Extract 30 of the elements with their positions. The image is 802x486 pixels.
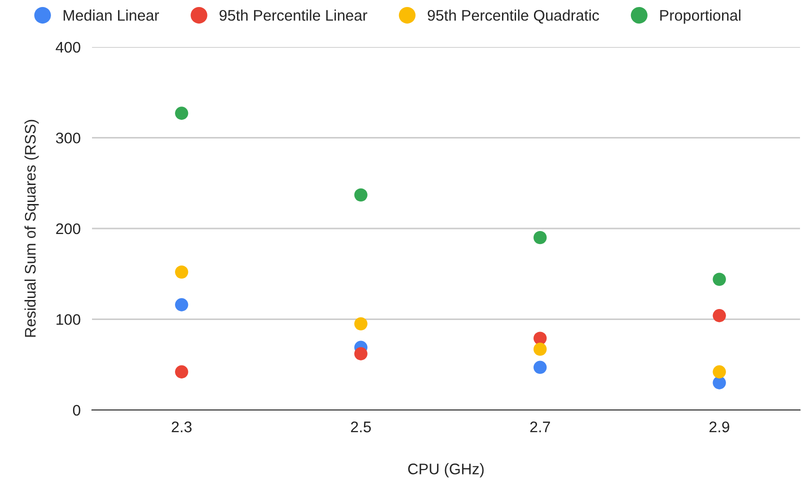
point (712, 309, 726, 322)
point (534, 360, 547, 374)
x-tick-label: 2.5 (351, 422, 371, 432)
point (175, 106, 188, 120)
point (712, 365, 726, 378)
x-axis-title: CPU (GHz) (408, 463, 484, 478)
y-tick-label: 300 (56, 132, 80, 144)
y-axis-title: Residual Sum of Squares (RSS) (24, 120, 39, 337)
x-tick-label: 2.9 (709, 422, 730, 432)
point (712, 272, 726, 286)
y-tick-label: 200 (56, 223, 80, 234)
x-tick-label: 2.7 (530, 422, 550, 432)
point (712, 376, 726, 390)
point (175, 298, 188, 312)
y-tick-label: 100 (56, 314, 80, 325)
legend-label: Proportional (660, 10, 740, 24)
point (354, 317, 368, 330)
point (354, 347, 368, 360)
legend-label: Median Linear (64, 10, 160, 21)
x-tick-label: 2.3 (172, 422, 192, 432)
point (175, 265, 188, 279)
point (534, 332, 547, 345)
point (534, 230, 547, 244)
point (354, 188, 368, 202)
y-tick-label: 0 (72, 404, 80, 416)
y-tick-label: 400 (56, 42, 80, 53)
legend-label: 95th Percentile Quadratic (428, 10, 600, 24)
legend-label: 95th Percentile Linear (220, 10, 368, 21)
point (534, 342, 547, 356)
point (175, 365, 188, 378)
